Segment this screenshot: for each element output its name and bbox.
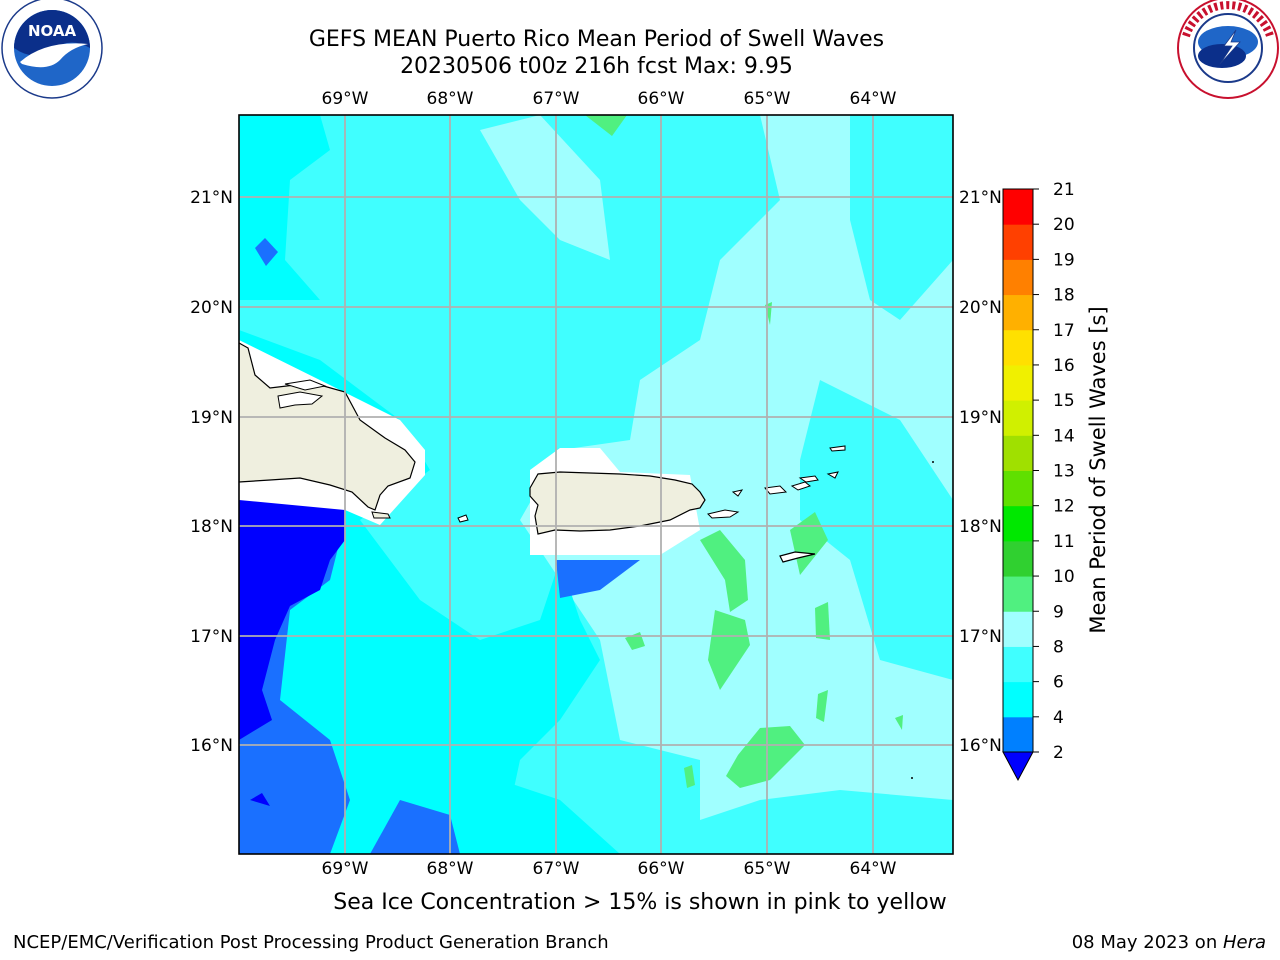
colorbar-segment [1003,329,1033,366]
lon-tick-label-bottom: 67°W [533,859,580,879]
chart-subtitle: 20230506 t00z 216h fcst Max: 9.95 [400,54,793,79]
colorbar-tick-label: 9 [1053,602,1064,622]
map-gridlines [239,115,953,854]
lon-tick-label-bottom: 66°W [638,859,685,879]
colorbar-tick-label: 21 [1053,180,1075,200]
lat-tick-label-right: 19°N [959,408,1002,428]
colorbar-segment [1003,540,1033,577]
lon-tick-label-top: 66°W [638,89,685,109]
lat-tick-label-right: 18°N [959,517,1002,537]
lon-tick-label-top: 69°W [322,89,369,109]
colorbar-segment [1003,576,1033,612]
colorbar-segment [1003,716,1033,753]
lat-tick-label-left: 18°N [190,517,233,537]
noaa-logo: NOAA [1,0,103,99]
lon-tick-label-bottom: 69°W [322,859,369,879]
colorbar-segment [1003,259,1033,296]
colorbar-tick-label: 20 [1053,215,1075,235]
footer-date: 08 May 2023 on Hera [1072,932,1266,953]
lat-tick-label-right: 20°N [959,298,1002,318]
lon-tick-label-top: 64°W [850,89,897,109]
chart-title: GEFS MEAN Puerto Rico Mean Period of Swe… [308,27,885,52]
colorbar-under-extension [1002,751,1034,782]
colorbar-tick-label: 16 [1053,356,1075,376]
noaa-logo-text: NOAA [28,22,77,40]
sea-ice-note: Sea Ice Concentration > 15% is shown in … [333,890,947,915]
colorbar-segment [1003,400,1033,436]
colorbar-segment [1003,505,1033,542]
colorbar-tick-label: 14 [1053,426,1075,446]
colorbar-tick-label: 2 [1053,743,1064,763]
lat-tick-label-left: 16°N [190,736,233,756]
lat-tick-label-left: 20°N [190,298,233,318]
lon-tick-label-top: 65°W [744,89,791,109]
footer-credits: NCEP/EMC/Verification Post Processing Pr… [13,932,609,953]
colorbar-tick-label: 10 [1053,567,1075,587]
footer-host: Hera [1222,932,1266,953]
colorbar-segment [1003,681,1033,718]
lon-tick-label-bottom: 64°W [850,859,897,879]
colorbar-tick-label: 17 [1053,321,1075,341]
colorbar-tick-label: 8 [1053,637,1064,657]
map-tick-labels: 69°W 69°W 68°W 68°W 67°W 67°W 66°W 66°W 65°W 65°W… [190,89,1002,879]
colorbar-tick-label: 13 [1053,462,1075,482]
footer-date-text: 08 May 2023 on [1071,932,1223,953]
colorbar-segment [1003,364,1033,401]
colorbar-tick-label: 4 [1053,708,1064,728]
lon-tick-label-top: 68°W [427,89,474,109]
lat-tick-label-left: 17°N [190,627,233,647]
lon-tick-label-bottom: 65°W [744,859,791,879]
colorbar-segment [1003,224,1033,260]
colorbar-segment [1003,435,1033,471]
lat-tick-label-right: 21°N [959,188,1002,208]
colorbar: 2 4 6 8 9 10 11 12 13 14 15 16 17 18 19 20 21 [1002,180,1075,782]
lat-tick-label-left: 19°N [190,408,233,428]
colorbar-segment [1003,611,1033,647]
colorbar-segment [1003,646,1033,683]
colorbar-tick-label: 11 [1053,532,1075,552]
colorbar-tick-label: 15 [1053,391,1075,411]
lat-tick-label-left: 21°N [190,188,233,208]
colorbar-tick-label: 6 [1053,673,1064,693]
colorbar-label: Mean Period of Swell Waves [s] [1086,306,1110,633]
colorbar-tick-label: 18 [1053,286,1075,306]
nws-logo [1177,0,1279,99]
colorbar-tick-label: 12 [1053,497,1075,517]
lon-tick-label-bottom: 68°W [427,859,474,879]
colorbar-tick-label: 19 [1053,250,1075,270]
lat-tick-label-right: 16°N [959,736,1002,756]
swell-period-field [239,115,953,854]
lat-tick-label-right: 17°N [959,627,1002,647]
map-frame [238,114,954,855]
colorbar-segment [1003,470,1033,507]
colorbar-segment [1003,294,1033,331]
lon-tick-label-top: 67°W [533,89,580,109]
colorbar-segment [1003,189,1033,225]
